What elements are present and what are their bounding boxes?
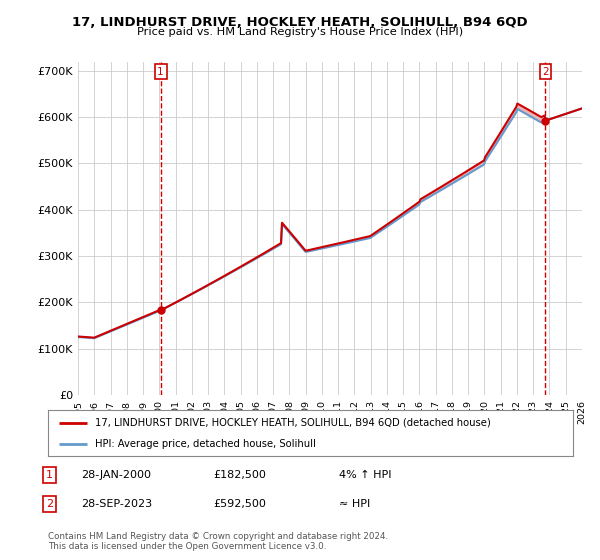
Text: 28-SEP-2023: 28-SEP-2023 <box>81 499 152 509</box>
Text: 28-JAN-2000: 28-JAN-2000 <box>81 470 151 480</box>
Text: 2: 2 <box>542 67 549 77</box>
Text: £592,500: £592,500 <box>213 499 266 509</box>
Text: ≈ HPI: ≈ HPI <box>339 499 370 509</box>
Text: 17, LINDHURST DRIVE, HOCKLEY HEATH, SOLIHULL, B94 6QD: 17, LINDHURST DRIVE, HOCKLEY HEATH, SOLI… <box>72 16 528 29</box>
Text: HPI: Average price, detached house, Solihull: HPI: Average price, detached house, Soli… <box>95 439 316 449</box>
Text: 1: 1 <box>157 67 164 77</box>
Text: 1: 1 <box>46 470 53 480</box>
Text: 4% ↑ HPI: 4% ↑ HPI <box>339 470 391 480</box>
Text: 17, LINDHURST DRIVE, HOCKLEY HEATH, SOLIHULL, B94 6QD (detached house): 17, LINDHURST DRIVE, HOCKLEY HEATH, SOLI… <box>95 418 491 428</box>
Text: 2: 2 <box>46 499 53 509</box>
Text: £182,500: £182,500 <box>213 470 266 480</box>
Text: Contains HM Land Registry data © Crown copyright and database right 2024.
This d: Contains HM Land Registry data © Crown c… <box>48 532 388 552</box>
Text: Price paid vs. HM Land Registry's House Price Index (HPI): Price paid vs. HM Land Registry's House … <box>137 27 463 37</box>
